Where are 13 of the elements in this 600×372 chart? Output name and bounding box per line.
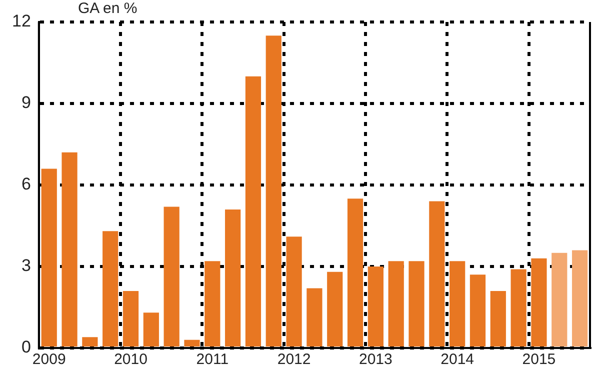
x-tick-label: 2011 xyxy=(196,351,229,368)
y-tick-label: 3 xyxy=(21,256,31,276)
x-tick-label: 2012 xyxy=(277,351,311,368)
x-tick-label: 2010 xyxy=(114,351,148,368)
y-tick-label: 6 xyxy=(21,174,31,194)
x-tick-label: 2015 xyxy=(522,351,556,368)
y-axis-title: GA en % xyxy=(78,0,138,17)
x-tick-label: 2009 xyxy=(32,351,66,368)
y-tick-label: 0 xyxy=(21,338,31,357)
x-tick-label: 2013 xyxy=(359,351,392,368)
y-tick-label: 12 xyxy=(12,12,31,31)
y-tick-label: 9 xyxy=(21,93,31,112)
x-tick-label: 2014 xyxy=(440,351,474,368)
